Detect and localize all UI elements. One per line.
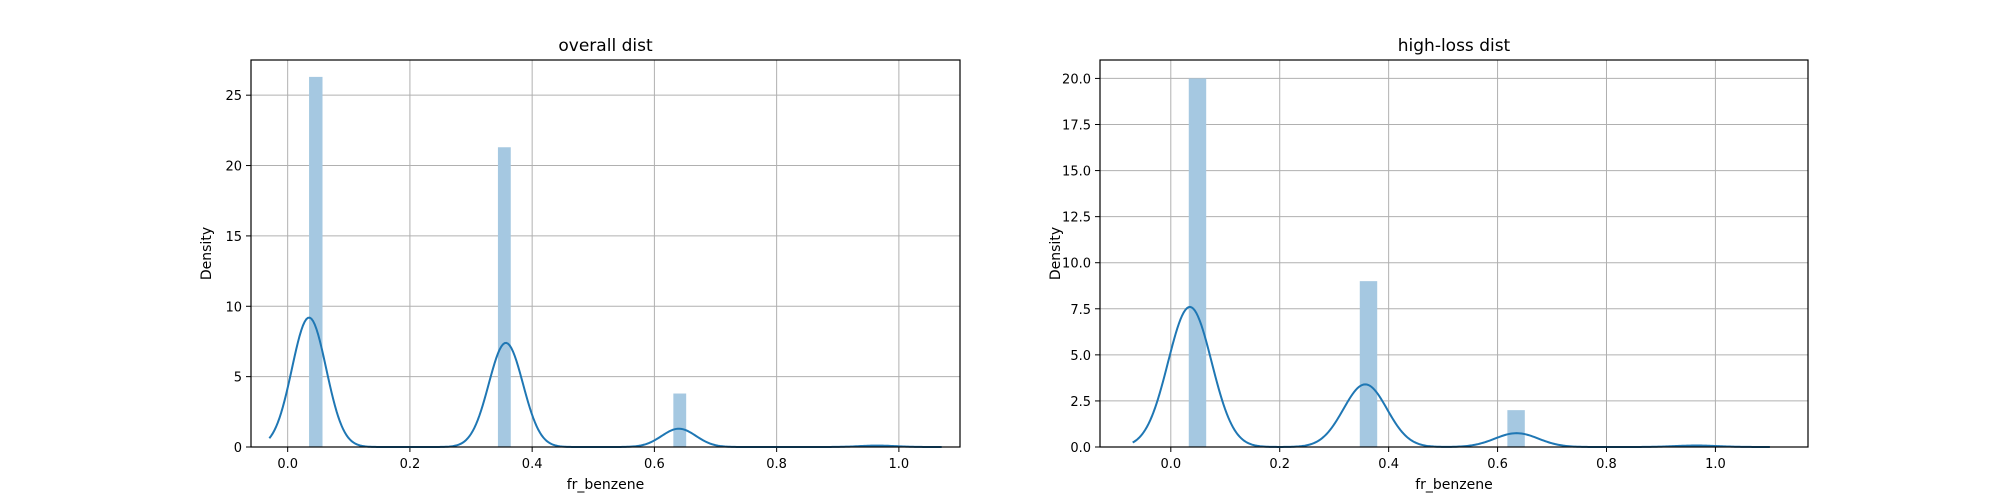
axes-frame xyxy=(1099,59,1809,448)
x-tick-label: 0.2 xyxy=(400,457,421,472)
y-tick-label: 20.0 xyxy=(1062,72,1091,87)
x-tick-label: 0.4 xyxy=(522,457,543,472)
y-tick-label: 7.5 xyxy=(1070,303,1091,318)
y-tick-label: 20 xyxy=(225,160,242,175)
y-tick-label: 2.5 xyxy=(1070,395,1091,410)
y-tick-label: 25 xyxy=(225,89,242,104)
x-tick-label: 0.4 xyxy=(1378,457,1399,472)
chart-title: high-loss dist xyxy=(1398,36,1511,56)
histogram-bar xyxy=(497,147,511,447)
x-axis-label: fr_benzene xyxy=(1415,477,1493,493)
kde-curve xyxy=(268,316,942,448)
x-tick-label: 0.6 xyxy=(1487,457,1508,472)
x-axis-label: fr_benzene xyxy=(567,477,645,493)
y-axis-label: Density xyxy=(1048,227,1064,280)
y-tick-label: 5.0 xyxy=(1070,349,1091,364)
x-tick-label: 1.0 xyxy=(1705,457,1726,472)
histogram-bar xyxy=(1359,281,1378,447)
axes-frame xyxy=(250,59,961,448)
histogram-bar xyxy=(1188,78,1207,447)
y-tick-label: 12.5 xyxy=(1062,211,1091,226)
histogram-bar xyxy=(309,76,323,448)
kde-curve xyxy=(1132,305,1770,448)
y-tick-label: 0 xyxy=(234,441,242,456)
x-tick-label: 0.8 xyxy=(1596,457,1617,472)
x-tick-label: 0.0 xyxy=(1160,457,1181,472)
chart-title: overall dist xyxy=(558,36,653,56)
x-tick-label: 1.0 xyxy=(889,457,910,472)
y-tick-label: 10 xyxy=(225,300,242,315)
y-tick-label: 17.5 xyxy=(1062,119,1091,134)
y-tick-label: 0.0 xyxy=(1070,441,1091,456)
x-tick-label: 0.8 xyxy=(766,457,787,472)
histogram-bar xyxy=(673,393,687,447)
chart-overall-dist: 0.0 0.2 0.4 0.6 0.8 1.0 0 5 10 15 20 25 overall dist… xyxy=(199,36,961,493)
chart-high-loss-dist: 0.0 0.2 0.4 0.6 0.8 1.0 0.0 2.5 5.0 7.5 10.0 12.5 15… xyxy=(1048,36,1809,493)
x-tick-label: 0.6 xyxy=(644,457,665,472)
x-tick-label: 0.2 xyxy=(1269,457,1290,472)
y-axis-label: Density xyxy=(199,227,215,280)
y-tick-label: 10.0 xyxy=(1062,257,1091,272)
y-tick-label: 15 xyxy=(225,230,242,245)
histogram-bar xyxy=(1507,410,1525,447)
y-tick-label: 5 xyxy=(234,371,242,386)
x-tick-label: 0.0 xyxy=(277,457,298,472)
y-tick-label: 15.0 xyxy=(1062,165,1091,180)
